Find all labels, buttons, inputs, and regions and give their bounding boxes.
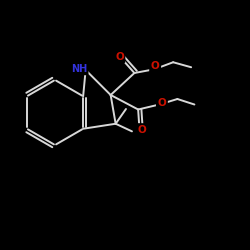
Text: O: O (158, 98, 166, 108)
Text: O: O (158, 98, 166, 108)
Text: O: O (137, 125, 146, 135)
Text: O: O (115, 52, 124, 62)
Text: NH: NH (71, 64, 87, 74)
Text: O: O (151, 61, 160, 71)
Text: O: O (115, 52, 124, 62)
Text: O: O (151, 61, 160, 71)
Text: O: O (137, 125, 146, 135)
Text: NH: NH (71, 64, 87, 74)
